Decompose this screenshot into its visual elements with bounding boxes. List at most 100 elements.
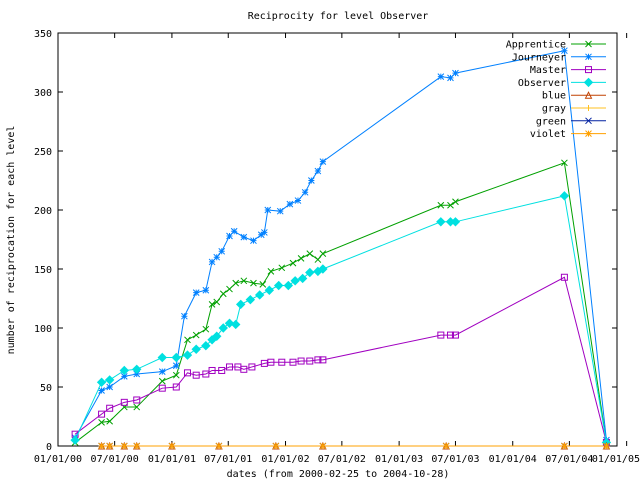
y-tick-label: 100 bbox=[34, 324, 52, 335]
data-point bbox=[297, 357, 305, 365]
data-point bbox=[319, 250, 327, 258]
legend-entry: gray bbox=[542, 104, 606, 115]
data-point bbox=[248, 363, 256, 371]
series-observer bbox=[70, 191, 612, 448]
data-point bbox=[319, 442, 327, 450]
data-point bbox=[104, 375, 115, 385]
data-point bbox=[184, 336, 191, 344]
data-point bbox=[559, 191, 570, 201]
data-point bbox=[208, 258, 216, 266]
data-point bbox=[192, 331, 200, 339]
data-point bbox=[106, 383, 114, 391]
data-point bbox=[157, 352, 167, 363]
data-point bbox=[120, 373, 128, 380]
y-tick-label: 350 bbox=[34, 29, 52, 40]
data-point bbox=[260, 359, 268, 367]
data-point bbox=[202, 370, 210, 378]
data-point bbox=[168, 442, 176, 450]
data-point bbox=[561, 47, 568, 55]
x-tick-label: 07/01/04 bbox=[545, 454, 593, 465]
data-point bbox=[158, 384, 166, 392]
data-point bbox=[273, 280, 284, 291]
data-point bbox=[259, 280, 267, 288]
data-point bbox=[225, 363, 233, 371]
legend-label: Observer bbox=[518, 78, 566, 89]
legend-entry: blue bbox=[542, 91, 606, 102]
data-point bbox=[232, 279, 240, 287]
data-point bbox=[267, 268, 275, 275]
data-point bbox=[294, 197, 302, 204]
data-point bbox=[208, 301, 216, 308]
data-point bbox=[98, 410, 106, 418]
data-point bbox=[133, 442, 141, 450]
x-tick-label: 01/01/00 bbox=[34, 454, 82, 465]
data-point bbox=[172, 362, 180, 370]
data-point bbox=[183, 369, 191, 377]
data-point bbox=[106, 417, 114, 425]
data-point bbox=[318, 264, 328, 274]
data-point bbox=[451, 331, 459, 339]
data-point bbox=[250, 279, 257, 287]
data-point bbox=[585, 117, 592, 125]
series-line bbox=[74, 162, 607, 443]
y-tick-label: 200 bbox=[34, 206, 52, 217]
data-point bbox=[98, 419, 105, 426]
data-point bbox=[98, 387, 105, 394]
series-master bbox=[71, 273, 610, 446]
data-point bbox=[181, 312, 188, 320]
x-tick-label: 01/01/04 bbox=[489, 454, 537, 465]
data-point bbox=[289, 358, 297, 366]
data-point bbox=[158, 368, 166, 376]
x-axis-label: dates (from 2000-02-25 to 2004-10-28) bbox=[227, 469, 450, 480]
data-point bbox=[301, 188, 309, 196]
legend-entry: Observer bbox=[518, 77, 606, 89]
data-point bbox=[215, 442, 223, 450]
data-point bbox=[219, 290, 227, 298]
data-point bbox=[96, 377, 107, 387]
x-tick-label: 07/01/01 bbox=[204, 454, 252, 465]
data-point bbox=[245, 294, 256, 305]
series-line bbox=[74, 195, 607, 443]
data-point bbox=[70, 435, 80, 445]
data-point bbox=[106, 404, 114, 412]
data-point bbox=[436, 217, 446, 227]
x-tick-label: 01/01/02 bbox=[261, 454, 309, 465]
data-point bbox=[450, 217, 461, 227]
data-point bbox=[212, 331, 222, 341]
data-point bbox=[560, 273, 568, 281]
plot-frame bbox=[57, 32, 618, 447]
data-point bbox=[314, 167, 322, 175]
data-point bbox=[254, 290, 265, 300]
data-point bbox=[264, 285, 275, 295]
data-point bbox=[208, 366, 216, 374]
legend-label: gray bbox=[542, 104, 566, 115]
data-point bbox=[561, 159, 568, 167]
legend-entry: Apprentice bbox=[506, 40, 606, 51]
data-point bbox=[585, 105, 592, 111]
data-point bbox=[585, 40, 592, 48]
y-tick-label: 0 bbox=[46, 442, 52, 453]
legend-label: Journeyer bbox=[512, 52, 566, 63]
legend-label: violet bbox=[530, 129, 566, 140]
data-point bbox=[286, 200, 294, 208]
data-point bbox=[561, 442, 568, 450]
chart-title: Reciprocity for level Observer bbox=[248, 11, 429, 22]
y-tick-label: 300 bbox=[34, 88, 52, 99]
data-point bbox=[182, 350, 193, 360]
data-point bbox=[290, 276, 300, 286]
legend-label: green bbox=[536, 116, 566, 127]
data-point bbox=[201, 340, 211, 351]
data-point bbox=[106, 442, 114, 450]
data-point bbox=[120, 442, 128, 450]
data-point bbox=[213, 253, 221, 261]
y-axis-label: number of reciprocation for each level bbox=[6, 126, 17, 355]
data-point bbox=[437, 73, 445, 81]
data-point bbox=[308, 177, 315, 184]
y-tick-label: 250 bbox=[34, 147, 52, 158]
data-point bbox=[226, 285, 233, 293]
data-point bbox=[172, 383, 180, 391]
data-point bbox=[314, 356, 322, 364]
series-line bbox=[74, 50, 607, 441]
data-point bbox=[120, 398, 128, 406]
data-point bbox=[240, 365, 248, 373]
